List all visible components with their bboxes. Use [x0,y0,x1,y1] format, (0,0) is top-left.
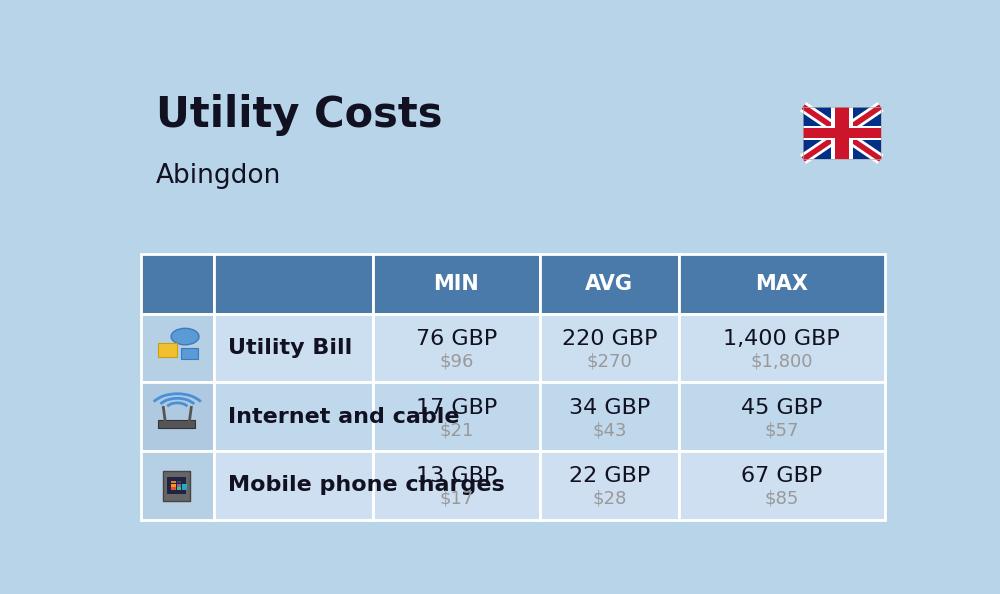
Text: 22 GBP: 22 GBP [569,466,650,486]
Text: $21: $21 [439,421,474,440]
Text: $96: $96 [439,353,474,371]
Circle shape [171,328,199,345]
Bar [214,383,373,451]
Text: $85: $85 [765,490,799,508]
Text: Abingdon: Abingdon [156,163,281,189]
Bar [167,477,186,494]
Text: Internet and cable: Internet and cable [228,407,460,426]
Bar [158,343,177,357]
Bar [803,107,881,159]
Bar [540,314,679,383]
Bar [540,254,679,314]
Bar [177,484,181,486]
Bar [177,481,181,484]
Text: MIN: MIN [433,274,479,294]
Bar [540,383,679,451]
Bar [181,348,198,359]
Bar [373,383,540,451]
Text: Utility Bill: Utility Bill [228,338,352,358]
Bar [373,451,540,520]
Bar [171,487,176,490]
Bar [803,126,881,140]
Bar [831,107,853,159]
Bar [373,254,540,314]
Bar [171,481,176,484]
Bar [171,484,176,486]
Text: $270: $270 [586,353,632,371]
Bar [373,314,540,383]
Bar [214,314,373,383]
Bar [140,451,214,520]
Text: $1,800: $1,800 [751,353,813,371]
Text: Utility Costs: Utility Costs [156,94,442,136]
Bar [214,451,373,520]
Text: 34 GBP: 34 GBP [569,397,650,418]
Text: 220 GBP: 220 GBP [562,329,657,349]
Text: Mobile phone charges: Mobile phone charges [228,475,505,495]
Text: $28: $28 [592,490,627,508]
Bar [835,107,849,159]
Text: AVG: AVG [585,274,633,294]
Text: MAX: MAX [755,274,808,294]
Text: 76 GBP: 76 GBP [416,329,497,349]
Bar [679,383,885,451]
Bar [679,254,885,314]
Text: 13 GBP: 13 GBP [416,466,497,486]
Bar [679,451,885,520]
Bar [158,420,195,428]
Bar [803,107,881,159]
Bar [214,254,373,314]
Bar [140,383,214,451]
Text: 1,400 GBP: 1,400 GBP [723,329,840,349]
Text: 17 GBP: 17 GBP [416,397,497,418]
Bar [182,487,187,490]
Bar [182,484,187,486]
Text: 67 GBP: 67 GBP [741,466,822,486]
Bar [679,314,885,383]
Text: $17: $17 [439,490,474,508]
Bar [540,451,679,520]
Bar [140,254,214,314]
Bar [803,128,881,138]
Bar [163,472,190,501]
Bar [177,487,181,490]
Text: 45 GBP: 45 GBP [741,397,822,418]
Text: $43: $43 [592,421,627,440]
Bar [140,314,214,383]
Text: $57: $57 [765,421,799,440]
